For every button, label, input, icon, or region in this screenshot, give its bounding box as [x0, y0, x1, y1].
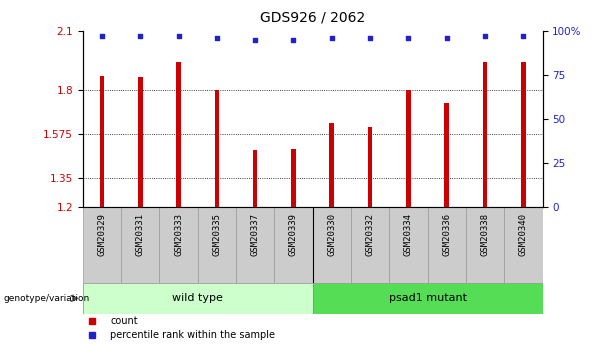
Point [365, 35, 375, 41]
Point [250, 37, 260, 42]
Text: psad1 mutant: psad1 mutant [389, 294, 466, 303]
Text: GSM20333: GSM20333 [174, 213, 183, 256]
Bar [215, 90, 219, 207]
Bar [521, 62, 525, 207]
Text: count: count [110, 316, 138, 326]
Bar [291, 149, 296, 207]
Bar [389, 207, 428, 283]
Bar [275, 207, 313, 283]
Text: genotype/variation: genotype/variation [3, 294, 89, 303]
Point [212, 35, 222, 41]
Text: GSM20340: GSM20340 [519, 213, 528, 256]
Point [480, 33, 490, 39]
Text: GSM20338: GSM20338 [481, 213, 490, 256]
Text: percentile rank within the sample: percentile rank within the sample [110, 330, 275, 339]
Text: GSM20335: GSM20335 [212, 213, 221, 256]
Bar [159, 207, 197, 283]
Bar [313, 207, 351, 283]
Bar [253, 150, 257, 207]
Bar [428, 207, 466, 283]
Bar [330, 123, 334, 207]
Bar [83, 283, 313, 314]
Text: GSM20331: GSM20331 [135, 213, 145, 256]
Point [97, 33, 107, 39]
Bar [483, 62, 487, 207]
Bar [177, 62, 181, 207]
Bar [138, 77, 142, 207]
Bar [466, 207, 504, 283]
Point [403, 35, 413, 41]
Point [442, 35, 452, 41]
Text: GSM20332: GSM20332 [365, 213, 375, 256]
Text: GSM20339: GSM20339 [289, 213, 298, 256]
Text: wild type: wild type [172, 294, 223, 303]
Bar [121, 207, 159, 283]
Point [173, 33, 183, 39]
Bar [313, 283, 543, 314]
Bar [504, 207, 543, 283]
Text: GSM20329: GSM20329 [97, 213, 107, 256]
Text: GSM20330: GSM20330 [327, 213, 337, 256]
Point [289, 37, 299, 42]
Text: GSM20334: GSM20334 [404, 213, 413, 256]
Bar [100, 76, 104, 207]
Bar [197, 207, 236, 283]
Bar [351, 207, 389, 283]
Point [519, 33, 528, 39]
Text: GSM20336: GSM20336 [442, 213, 451, 256]
Bar [406, 90, 411, 207]
Point [135, 33, 145, 39]
Bar [83, 207, 121, 283]
Bar [236, 207, 275, 283]
Bar [444, 104, 449, 207]
Text: GSM20337: GSM20337 [251, 213, 260, 256]
Bar [368, 127, 373, 207]
Point [327, 35, 337, 41]
Text: GDS926 / 2062: GDS926 / 2062 [260, 10, 365, 24]
